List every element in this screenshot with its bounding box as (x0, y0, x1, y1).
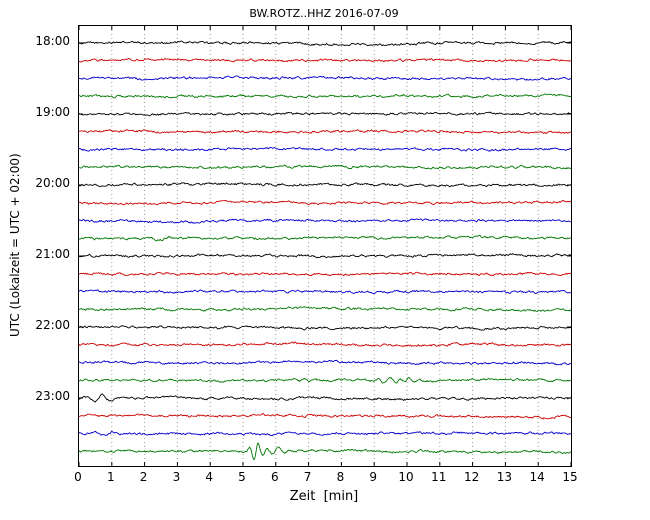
y-tick-label-21:00: 21:00 (35, 247, 70, 261)
trace-22:15 (78, 341, 572, 347)
x-tick-label-12: 12 (463, 470, 480, 484)
x-tick-label-1: 1 (106, 470, 115, 484)
trace-23:45 (78, 442, 572, 461)
trace-19:45 (78, 164, 572, 170)
trace-21:45 (78, 306, 572, 313)
x-axis-label: Zeit [min] (289, 489, 359, 504)
y-tick-label-23:00: 23:00 (35, 389, 70, 403)
x-tick-label-10: 10 (398, 470, 414, 484)
trace-18:00 (78, 40, 572, 47)
trace-19:00 (78, 111, 572, 117)
x-tick-label-15: 15 (562, 470, 578, 484)
y-tick-label-19:00: 19:00 (35, 105, 70, 119)
trace-21:30 (78, 289, 572, 294)
trace-18:45 (79, 93, 572, 99)
trace-18:15 (78, 57, 572, 63)
trace-22:00 (78, 325, 572, 331)
trace-21:00 (78, 253, 572, 259)
x-tick-label-7: 7 (303, 470, 312, 484)
x-tick-label-9: 9 (369, 470, 378, 484)
y-tick-label-22:00: 22:00 (35, 318, 70, 332)
trace-20:45 (79, 234, 572, 242)
x-tick-label-11: 11 (431, 470, 447, 484)
x-tick-label-8: 8 (336, 470, 345, 484)
x-tick-label-6: 6 (270, 470, 279, 484)
trace-20:15 (78, 199, 572, 206)
y-tick-label-20:00: 20:00 (35, 176, 70, 190)
x-tick-label-2: 2 (139, 470, 148, 484)
trace-20:00 (78, 182, 572, 188)
x-tick-label-14: 14 (529, 470, 545, 484)
traces-canvas (78, 26, 572, 466)
trace-23:30 (78, 430, 572, 437)
chart-title: BW.ROTZ..HHZ 2016-07-09 (249, 7, 399, 20)
trace-19:15 (78, 129, 572, 135)
x-tick-label-4: 4 (205, 470, 214, 484)
trace-19:30 (78, 146, 572, 152)
trace-23:15 (78, 413, 572, 420)
trace-22:45 (78, 376, 571, 384)
trace-21:15 (78, 271, 572, 277)
trace-18:30 (78, 75, 572, 81)
trace-20:30 (78, 218, 572, 224)
trace-22:30 (78, 359, 572, 366)
x-tick-label-0: 0 (74, 470, 82, 484)
trace-23:00 (78, 393, 572, 403)
x-tick-label-5: 5 (238, 470, 246, 484)
y-tick-label-18:00: 18:00 (35, 34, 70, 48)
x-tick-label-3: 3 (172, 470, 181, 484)
x-tick-label-13: 13 (496, 470, 513, 484)
plot-area (78, 25, 572, 467)
